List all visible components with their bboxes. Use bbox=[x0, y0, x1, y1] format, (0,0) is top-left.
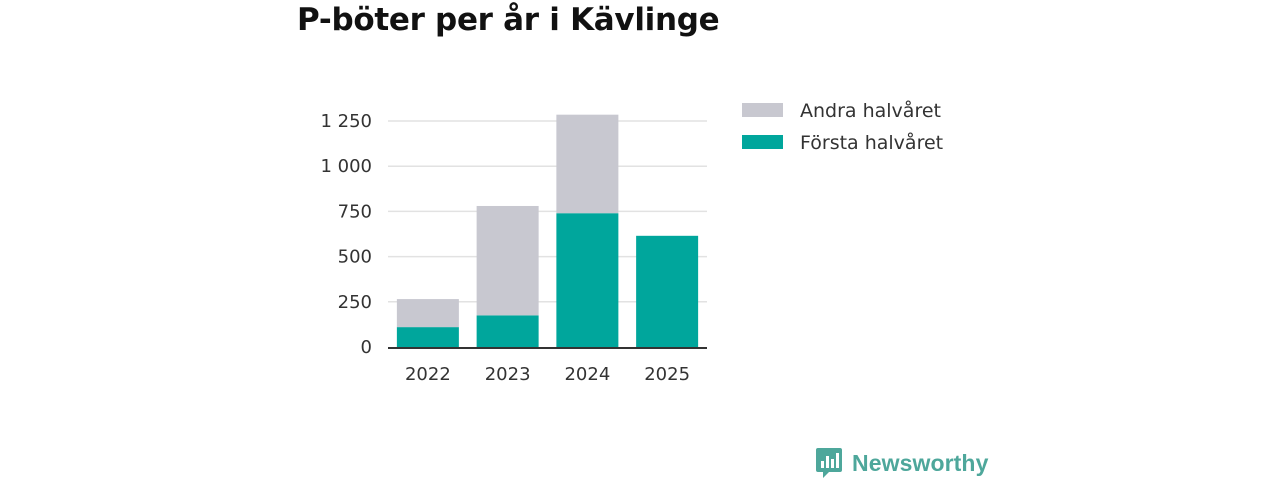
brand-name: Newsworthy bbox=[852, 449, 989, 476]
y-tick-label: 500 bbox=[338, 247, 372, 268]
bar-andra-2024 bbox=[556, 114, 619, 214]
y-tick-label: 1 250 bbox=[320, 111, 372, 132]
bars bbox=[396, 114, 699, 347]
y-axis-ticks: 0 250 500 750 1 000 1 250 bbox=[320, 111, 372, 358]
y-tick-label: 0 bbox=[361, 337, 372, 358]
brand-logo: Newsworthy bbox=[815, 446, 988, 480]
y-tick-label: 1 000 bbox=[320, 156, 372, 177]
bar-forsta-2024 bbox=[556, 213, 619, 347]
x-tick-label: 2025 bbox=[644, 364, 690, 385]
legend-swatch bbox=[742, 135, 783, 149]
chart-title: P-böter per år i Kävlinge bbox=[297, 2, 720, 38]
bar-andra-2022 bbox=[396, 299, 459, 328]
bar-chart-speech-bubble-icon bbox=[816, 448, 842, 478]
legend-label: Första halvåret bbox=[800, 131, 943, 154]
y-tick-label: 250 bbox=[338, 292, 372, 313]
legend-swatch bbox=[742, 103, 783, 117]
legend-label: Andra halvåret bbox=[800, 99, 941, 122]
legend: Andra halvåret Första halvåret bbox=[742, 99, 943, 154]
x-tick-label: 2023 bbox=[485, 364, 531, 385]
y-tick-label: 750 bbox=[338, 201, 372, 222]
bar-forsta-2023 bbox=[476, 315, 539, 347]
bar-forsta-2025 bbox=[636, 235, 699, 347]
x-axis-ticks: 2022 2023 2024 2025 bbox=[405, 364, 690, 385]
bar-forsta-2022 bbox=[396, 327, 459, 347]
bar-andra-2023 bbox=[476, 205, 539, 316]
x-tick-label: 2022 bbox=[405, 364, 451, 385]
x-tick-label: 2024 bbox=[564, 364, 610, 385]
